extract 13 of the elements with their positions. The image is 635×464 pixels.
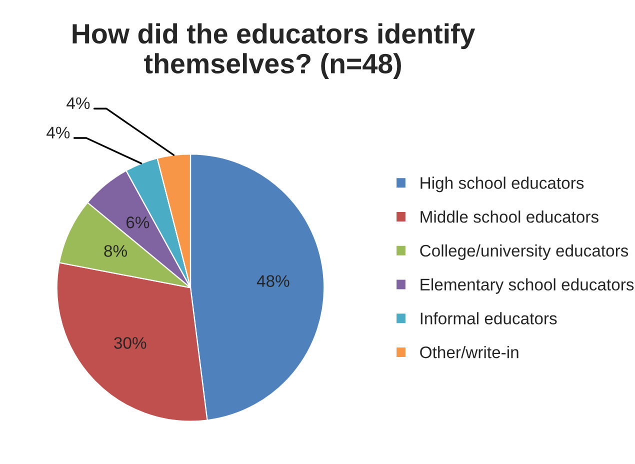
chart-title: How did the educators identify themselves? (n=48) [72,23,476,80]
data-label: 4% [46,126,70,138]
data-label: 30% [114,337,146,349]
legend-label: High school educators [420,176,584,192]
legend-label: Informal educators [420,312,557,324]
legend-label: Other/write-in [420,346,518,358]
legend-label: Middle school educators [420,210,598,223]
legend-label: Elementary school educators [420,278,634,294]
data-label: 48% [256,275,290,287]
data-label: 6% [126,216,150,228]
legend-label: College/university educators [420,244,628,260]
data-label: 4% [66,97,90,110]
data-label: 8% [104,245,127,257]
